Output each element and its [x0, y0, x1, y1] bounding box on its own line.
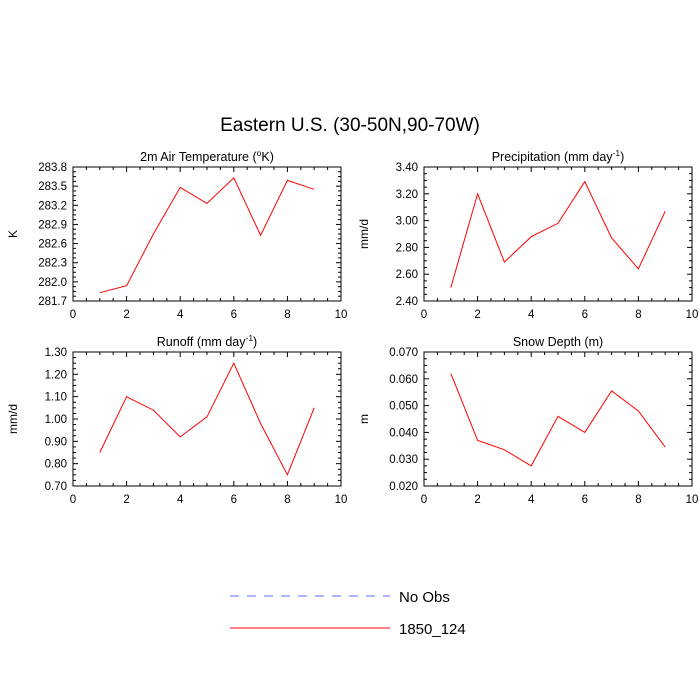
legend-label-no-obs: No Obs	[399, 589, 450, 606]
y-tick-label-air-temperature: 282.9	[38, 219, 67, 231]
x-tick-label-snow-depth: 2	[474, 494, 480, 506]
legend-label-1850-124: 1850_124	[399, 621, 466, 638]
y-tick-label-air-temperature: 282.6	[38, 239, 67, 251]
y-axis-label-runoff: mm/d	[6, 404, 20, 434]
y-tick-label-precipitation: 3.20	[396, 189, 418, 201]
plot-frame-runoff	[72, 351, 342, 487]
x-tick-label-runoff: 6	[231, 494, 237, 506]
x-tick-label-runoff: 2	[123, 494, 129, 506]
y-axis-label-air-temperature: K	[6, 230, 20, 238]
y-tick-label-air-temperature: 283.8	[38, 162, 67, 174]
x-tick-label-snow-depth: 10	[686, 494, 699, 506]
x-tick-label-snow-depth: 0	[421, 494, 427, 506]
y-tick-label-air-temperature: 283.2	[38, 200, 67, 212]
y-tick-label-snow-depth: 0.060	[389, 374, 418, 386]
y-axis-label-precipitation: mm/d	[357, 219, 371, 249]
panel-title-precipitation: Precipitation (mm day-1)	[492, 148, 625, 164]
x-tick-label-runoff: 4	[177, 494, 184, 506]
x-tick-label-air-temperature: 10	[335, 309, 348, 321]
x-tick-label-snow-depth: 4	[528, 494, 535, 506]
x-tick-label-precipitation: 2	[474, 309, 480, 321]
x-tick-label-precipitation: 4	[528, 309, 535, 321]
y-tick-label-air-temperature: 282.3	[38, 258, 67, 270]
y-tick-label-runoff: 0.70	[45, 481, 67, 493]
plot-frame-snow-depth	[423, 351, 693, 487]
x-tick-label-runoff: 10	[335, 494, 348, 506]
x-tick-label-precipitation: 8	[635, 309, 641, 321]
x-tick-label-air-temperature: 4	[177, 309, 184, 321]
y-tick-label-runoff: 0.80	[45, 459, 67, 471]
x-tick-label-air-temperature: 8	[284, 309, 290, 321]
y-tick-label-snow-depth: 0.040	[389, 427, 418, 439]
series-line-air-temperature	[99, 176, 315, 294]
y-tick-label-runoff: 1.00	[45, 414, 67, 426]
x-tick-label-snow-depth: 6	[582, 494, 588, 506]
y-tick-label-air-temperature: 281.7	[38, 296, 67, 308]
x-tick-label-precipitation: 0	[421, 309, 427, 321]
panel-title-air-temperature: 2m Air Temperature (oK)	[140, 148, 274, 164]
y-tick-label-runoff: 0.90	[45, 436, 67, 448]
y-tick-label-runoff: 1.20	[45, 369, 67, 381]
panel-title-runoff: Runoff (mm day-1)	[157, 333, 257, 349]
panel-air-temperature: 2m Air Temperature (oK) 0 2 4 6 8 10 281.7 282.0…	[6, 148, 347, 321]
y-tick-label-precipitation: 3.00	[396, 216, 418, 228]
plot-frame-precipitation	[423, 166, 693, 302]
y-tick-label-precipitation: 2.60	[396, 269, 418, 281]
plot-frame-air-temperature	[72, 166, 342, 302]
panel-precipitation: Precipitation (mm day-1) 0 2 4 6 8 10 2.40 2.60 2…	[357, 148, 698, 321]
x-tick-label-precipitation: 6	[582, 309, 588, 321]
x-tick-label-air-temperature: 2	[123, 309, 129, 321]
x-tick-label-air-temperature: 6	[231, 309, 237, 321]
main-title: Eastern U.S. (30-50N,90-70W)	[220, 115, 480, 136]
y-tick-label-air-temperature: 282.0	[38, 277, 67, 289]
y-tick-label-precipitation: 2.80	[396, 242, 418, 254]
y-tick-label-runoff: 1.30	[45, 347, 67, 359]
y-axis-label-snow-depth: m	[357, 414, 371, 424]
y-tick-label-snow-depth: 0.050	[389, 401, 418, 413]
x-tick-label-runoff: 8	[284, 494, 290, 506]
series-line-runoff	[99, 362, 315, 476]
y-tick-label-precipitation: 2.40	[396, 296, 418, 308]
y-tick-label-air-temperature: 283.5	[38, 181, 67, 193]
panels: 2m Air Temperature (oK) 0 2 4 6 8 10 281.7 282.0…	[6, 148, 698, 506]
panel-title-snow-depth: Snow Depth (m)	[513, 335, 603, 349]
x-tick-label-precipitation: 10	[686, 309, 699, 321]
y-tick-label-snow-depth: 0.070	[389, 347, 418, 359]
panel-runoff: Runoff (mm day-1) 0 2 4 6 8 10 0.70 0.80 0.90 1.00…	[6, 333, 347, 506]
x-tick-label-runoff: 0	[70, 494, 76, 506]
legend: No Obs 1850_124	[230, 589, 466, 638]
series-line-snow-depth	[450, 373, 666, 467]
x-tick-label-air-temperature: 0	[70, 309, 76, 321]
y-tick-label-snow-depth: 0.020	[389, 481, 418, 493]
series-line-precipitation	[450, 180, 666, 288]
y-tick-label-precipitation: 3.40	[396, 162, 418, 174]
y-tick-label-snow-depth: 0.030	[389, 454, 418, 466]
y-tick-label-runoff: 1.10	[45, 392, 67, 404]
panel-snow-depth: Snow Depth (m) 0 2 4 6 8 10 0.020 0.030 0.040 0.05…	[357, 335, 698, 506]
x-tick-label-snow-depth: 8	[635, 494, 641, 506]
